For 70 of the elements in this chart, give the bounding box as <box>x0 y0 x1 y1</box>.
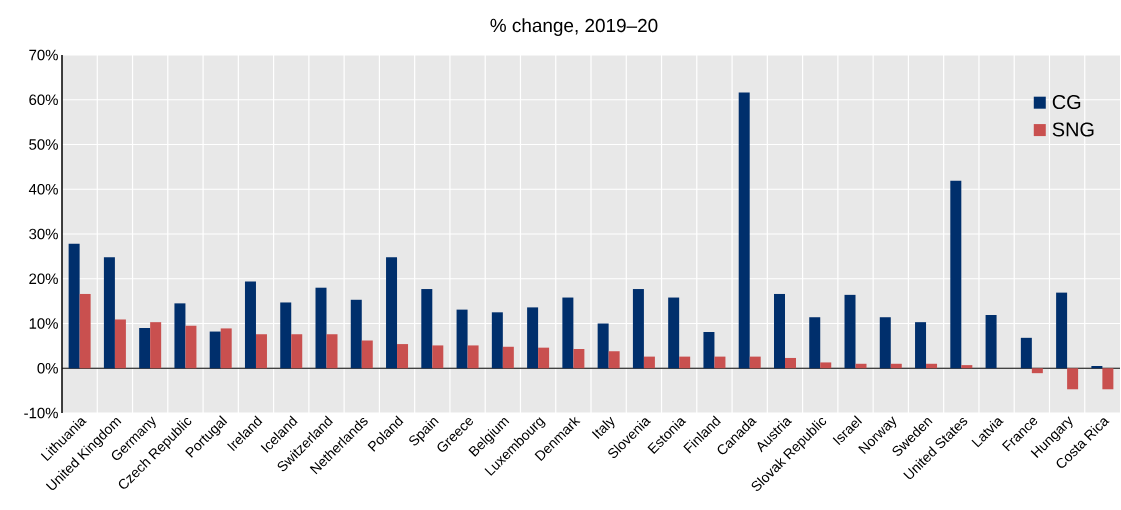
y-tick-label: -10% <box>24 407 58 419</box>
bar <box>185 325 197 369</box>
bar <box>432 345 444 369</box>
bar <box>150 322 162 369</box>
bar <box>749 356 761 369</box>
bar <box>668 297 680 369</box>
bar <box>397 344 409 369</box>
bar <box>538 347 550 369</box>
bar <box>643 356 655 369</box>
bar <box>703 332 715 369</box>
bar <box>350 299 362 369</box>
bar <box>68 243 80 369</box>
bar <box>1067 368 1079 390</box>
bar <box>784 357 796 369</box>
bar <box>679 356 691 369</box>
bar <box>809 317 821 369</box>
bar <box>139 327 151 369</box>
bar <box>361 340 373 369</box>
bar <box>114 319 126 369</box>
bar <box>961 365 973 369</box>
bar <box>985 315 997 369</box>
chart-title: % change, 2019–20 <box>490 18 658 36</box>
bar <box>1102 368 1114 390</box>
bar <box>1020 337 1032 369</box>
bar <box>527 307 539 369</box>
bar <box>467 345 479 369</box>
bar <box>608 351 620 369</box>
bar <box>573 349 585 369</box>
y-tick-label: 60% <box>29 94 58 106</box>
bar <box>855 363 867 369</box>
bar <box>820 362 832 369</box>
bar <box>103 257 115 369</box>
bar <box>926 363 938 369</box>
bar <box>209 331 221 369</box>
bar <box>280 302 292 369</box>
bar <box>386 257 398 369</box>
bar <box>315 287 327 369</box>
bar <box>291 334 303 369</box>
bar <box>844 294 856 369</box>
y-tick-label: 20% <box>29 273 58 285</box>
bar <box>456 309 468 369</box>
legend-label: CG <box>1052 94 1081 110</box>
bar <box>773 293 785 369</box>
bar <box>879 317 891 369</box>
bar <box>326 334 338 369</box>
bar <box>632 289 644 369</box>
bar <box>1031 368 1043 374</box>
y-tick-label: 50% <box>29 139 58 150</box>
bar <box>244 281 256 369</box>
bar <box>915 322 927 369</box>
y-tick-label: 40% <box>28 183 58 195</box>
y-tick-label: 30% <box>29 228 58 240</box>
bar <box>597 323 609 369</box>
bar <box>714 356 726 369</box>
legend-label: SNG <box>1052 122 1094 137</box>
bar <box>738 92 750 369</box>
y-tick-label: 0% <box>37 362 58 374</box>
bar <box>491 312 503 369</box>
bar <box>1056 292 1068 369</box>
bar <box>502 346 514 369</box>
bar <box>421 289 433 369</box>
y-tick-label: 10% <box>29 318 58 329</box>
bar <box>255 334 267 369</box>
bar <box>950 180 962 369</box>
bar <box>79 293 91 369</box>
bar <box>562 297 574 369</box>
bar <box>174 303 186 369</box>
bar <box>220 328 232 369</box>
bar <box>890 363 902 369</box>
y-tick-label: 70% <box>29 49 58 61</box>
